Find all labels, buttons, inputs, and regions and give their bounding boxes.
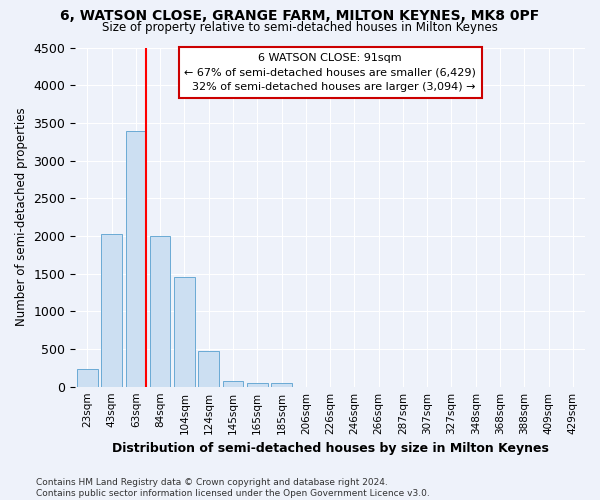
Bar (125, 131, 146, 386)
Bar (174, 276, 195, 386)
Text: Size of property relative to semi-detached houses in Milton Keynes: Size of property relative to semi-detach… (102, 21, 498, 34)
Bar (223, 380, 243, 386)
Bar (77, 370, 98, 386)
Text: 6, WATSON CLOSE, GRANGE FARM, MILTON KEYNES, MK8 0PF: 6, WATSON CLOSE, GRANGE FARM, MILTON KEY… (61, 9, 539, 23)
Bar (199, 352, 219, 386)
Bar (101, 234, 122, 386)
Text: Contains HM Land Registry data © Crown copyright and database right 2024.
Contai: Contains HM Land Registry data © Crown c… (36, 478, 430, 498)
Y-axis label: Number of semi-detached properties: Number of semi-detached properties (15, 108, 28, 326)
Bar (150, 236, 170, 386)
X-axis label: Distribution of semi-detached houses by size in Milton Keynes: Distribution of semi-detached houses by … (112, 442, 548, 455)
Text: 6 WATSON CLOSE: 91sqm
← 67% of semi-detached houses are smaller (6,429)
  32% of: 6 WATSON CLOSE: 91sqm ← 67% of semi-deta… (184, 52, 476, 92)
Bar (247, 382, 268, 386)
Bar (271, 384, 292, 386)
